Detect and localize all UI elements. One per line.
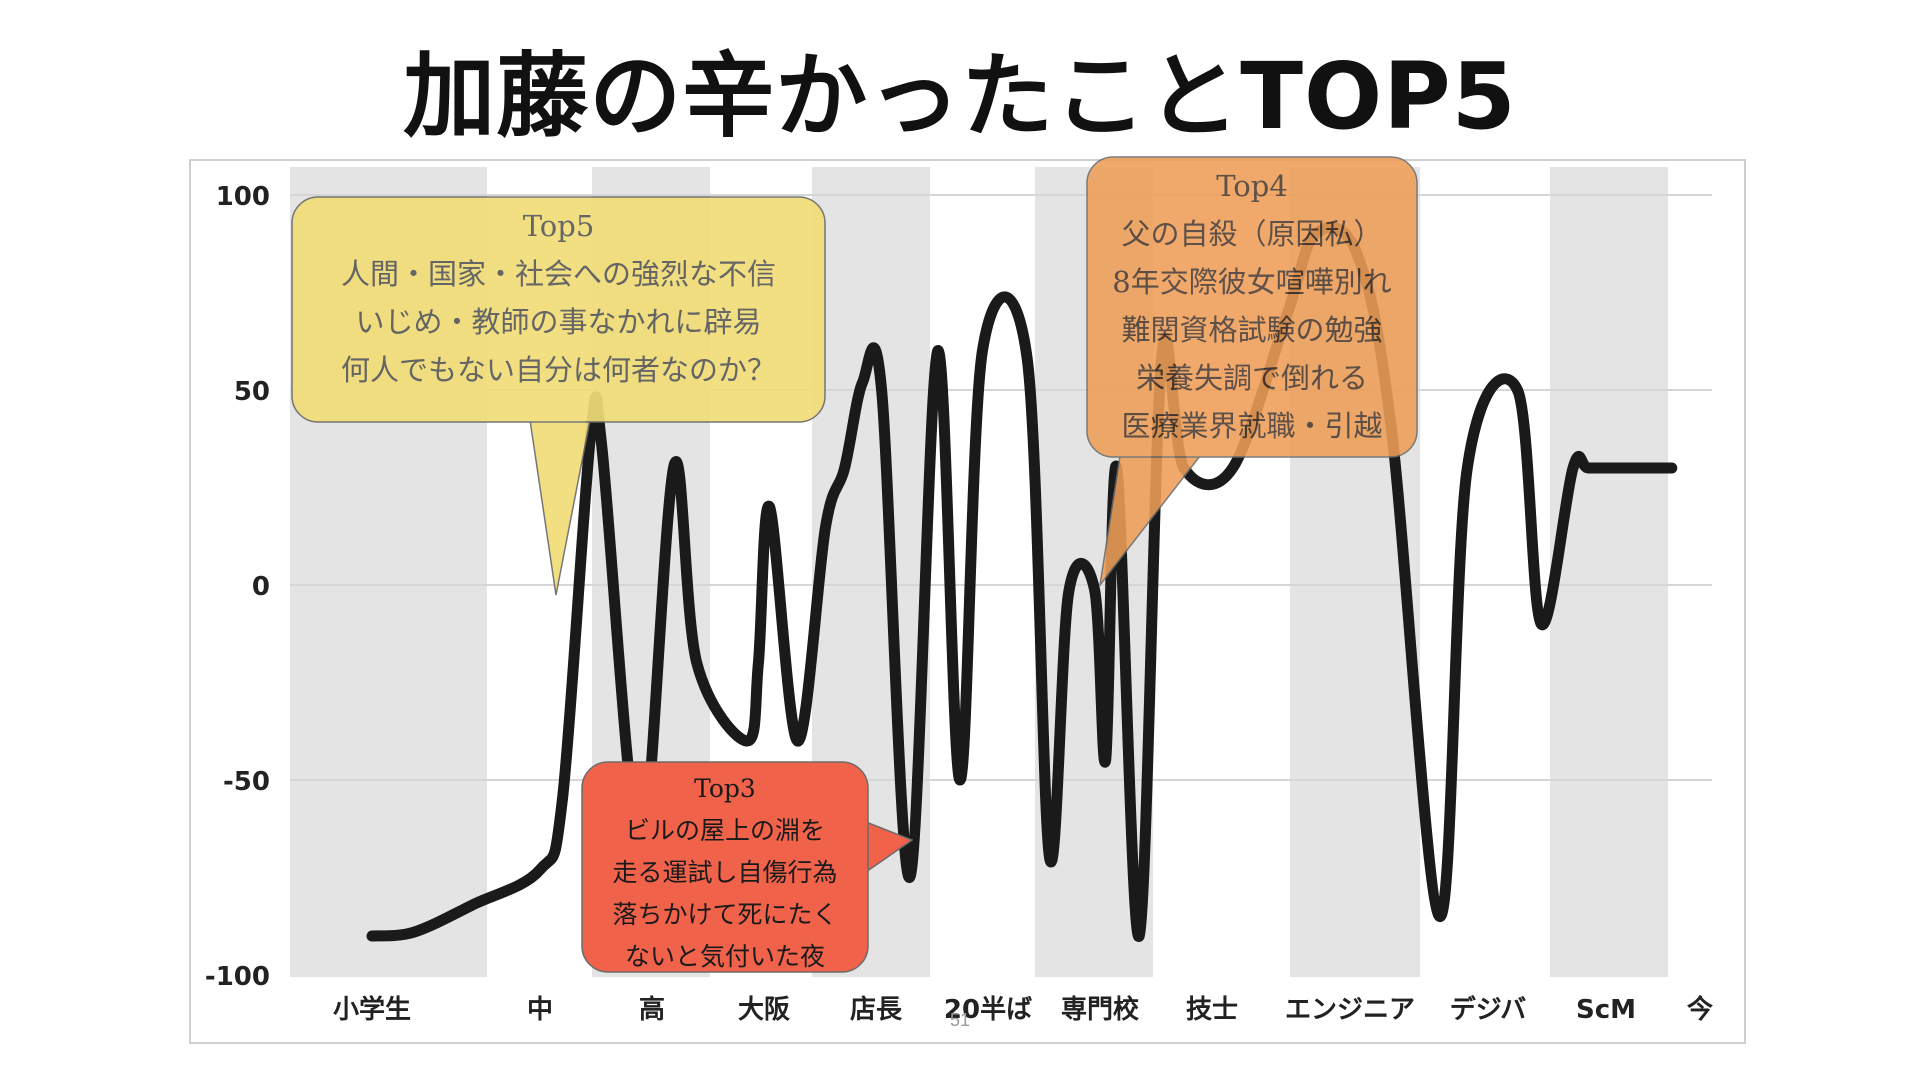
x-tick-label: 大阪 (738, 995, 790, 1025)
y-tick-label: -100 (205, 962, 270, 992)
callout-line: いじめ・教師の事なかれに辟易 (355, 305, 761, 339)
series-layer (366, 221, 1678, 942)
callout-line: ビルの屋上の淵を (625, 816, 825, 845)
callout-line: 8年交際彼女喧嘩別れ (1112, 265, 1391, 299)
x-tick-label: 20半ば (944, 995, 1032, 1025)
callout-line: 走る運試し自傷行為 (612, 858, 837, 887)
callout-line: 難関資格試験の勉強 (1121, 313, 1382, 347)
x-tick-label: 店長 (850, 995, 903, 1025)
callout-line: 医療業界就職・引越 (1121, 409, 1382, 443)
x-tick-label: デジバ (1450, 994, 1526, 1025)
category-band (1550, 167, 1668, 977)
x-tick-label: 技士 (1186, 995, 1238, 1025)
x-tick-label: ScM (1576, 995, 1636, 1025)
x-tick-label: 高 (639, 994, 665, 1025)
callout-line: 父の自殺（原因私） (1121, 217, 1382, 251)
slide-title: 加藤の辛かったことTOP5 (403, 43, 1517, 150)
y-axis: 100 50 0 -50 -100 (205, 182, 270, 992)
callout-line: 人間・国家・社会への強烈な不信 (341, 257, 776, 291)
callout-heading: Top5 (523, 209, 595, 243)
y-tick-label: -50 (223, 767, 270, 797)
callout-box (291, 196, 826, 423)
x-tick-label: 今 (1687, 994, 1713, 1025)
x-tick-label: 専門校 (1061, 994, 1140, 1025)
series-line (366, 221, 1678, 942)
callout-top5: Top5 人間・国家・社会への強烈な不信いじめ・教師の事なかれに辟易何人でもない自… (291, 196, 826, 596)
y-tick-label: 100 (216, 182, 270, 212)
callout-top4: Top4 父の自殺（原因私） 8年交際彼女喧嘩別れ難関資格試験の勉強栄養失調で倒れる… (1086, 156, 1418, 588)
callout-box (1086, 156, 1418, 458)
y-tick-label: 0 (252, 572, 270, 602)
x-tick-label: 小学生 (333, 994, 411, 1025)
callout-heading: Top3 (694, 774, 756, 803)
callout-line: 栄養失調で倒れる (1136, 361, 1368, 395)
callout-line: 何人でもない自分は何者なのか？ (341, 353, 776, 387)
x-tick-label: エンジニア (1285, 995, 1415, 1025)
callout-line: 落ちかけて死にたく (612, 900, 837, 929)
x-axis: 小学生 中 高 大阪 店長 20半ば 専門校 技士 エンジニア デジバ ScM 今 (333, 994, 1713, 1025)
callout-heading: Top4 (1216, 169, 1288, 203)
page-number: 51 (949, 1010, 971, 1030)
callouts: Top5 人間・国家・社会への強烈な不信いじめ・教師の事なかれに辟易何人でもない自… (291, 156, 1418, 973)
y-tick-label: 50 (234, 377, 270, 407)
x-tick-label: 中 (527, 995, 553, 1025)
callout-box (581, 761, 869, 973)
callout-line: ないと気付いた夜 (625, 942, 825, 971)
